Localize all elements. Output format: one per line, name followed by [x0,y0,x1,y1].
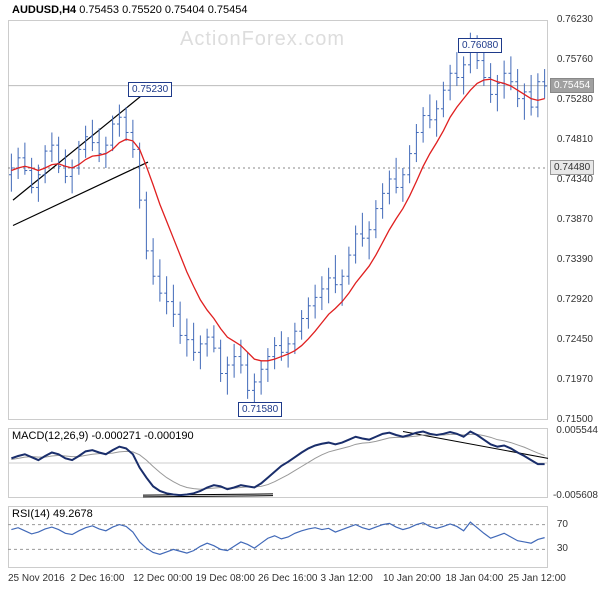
price-ytick: 0.74810 [557,134,593,145]
price-ytick: 0.75760 [557,54,593,65]
price-ytick: 0.71970 [557,374,593,385]
macd-ytick: 0.005544 [556,425,598,436]
price-ytick: 0.72450 [557,334,593,345]
reference-price-label: 0.74480 [550,160,594,175]
macd-label: MACD(12,26,9) -0.000271 -0.000190 [12,430,194,442]
price-annotation: 0.76080 [458,38,502,53]
price-ytick: 0.74340 [557,174,593,185]
price-ytick: 0.75280 [557,94,593,105]
price-ytick: 0.71500 [557,414,593,425]
x-axis-tick: 19 Dec 08:00 [196,573,256,584]
x-axis-tick: 25 Jan 12:00 [508,573,566,584]
price-chart[interactable] [8,20,548,420]
current-price-label: 0.75454 [550,78,594,93]
x-axis-tick: 2 Dec 16:00 [71,573,125,584]
macd-ytick: -0.005608 [553,490,598,501]
x-axis-tick: 18 Jan 04:00 [446,573,504,584]
price-annotation: 0.75230 [128,82,172,97]
price-ytick: 0.73390 [557,254,593,265]
price-ytick: 0.73870 [557,214,593,225]
x-axis-tick: 25 Nov 2016 [8,573,65,584]
x-axis-tick: 10 Jan 20:00 [383,573,441,584]
x-axis-tick: 26 Dec 16:00 [258,573,318,584]
rsi-ytick: 70 [557,519,568,530]
x-axis-tick: 3 Jan 12:00 [321,573,373,584]
rsi-ytick: 30 [557,543,568,554]
chart-title: AUDUSD,H4 0.75453 0.75520 0.75404 0.7545… [12,4,247,16]
price-ytick: 0.72920 [557,294,593,305]
x-axis-tick: 12 Dec 00:00 [133,573,193,584]
price-annotation: 0.71580 [238,402,282,417]
rsi-label: RSI(14) 49.2678 [12,508,93,520]
price-ytick: 0.76230 [557,14,593,25]
